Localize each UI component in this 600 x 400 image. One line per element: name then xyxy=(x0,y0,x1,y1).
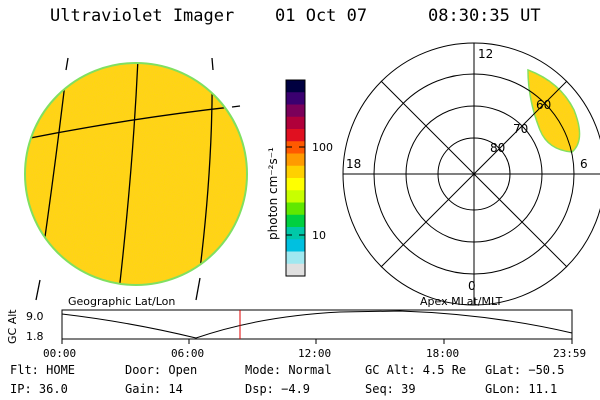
status-dsp: Dsp: −4.9 xyxy=(245,382,311,396)
colorbar-band xyxy=(286,190,305,204)
longitude-line xyxy=(117,64,139,284)
colorbar: 100 10 photon cm⁻²s⁻¹ xyxy=(266,79,333,277)
colorbar-band xyxy=(286,116,305,130)
status-glat: GLat: −50.5 xyxy=(485,363,565,377)
altitude-ticks xyxy=(61,339,573,344)
time-tick-0600: 06:00 xyxy=(171,347,205,360)
mlt-meridian xyxy=(380,80,568,268)
colorbar-band xyxy=(286,214,305,228)
latitude-line xyxy=(26,105,241,141)
colorbar-band xyxy=(286,251,305,265)
polar-panel-title: Apex MLat/MLT xyxy=(420,295,503,308)
status-flt: Flt: HOME xyxy=(10,363,76,377)
colorbar-band xyxy=(286,141,305,155)
status-door: Door: Open xyxy=(125,363,198,377)
altitude-axis-label: GC Alt xyxy=(6,309,19,344)
colorbar-gradient xyxy=(286,80,305,277)
status-gain: Gain: 14 xyxy=(125,382,183,396)
status-glon: GLon: 11.1 xyxy=(485,382,558,396)
colorbar-band xyxy=(286,129,305,142)
status-gc-alt: GC Alt: 4.5 Re xyxy=(365,363,467,377)
observation-date: 01 Oct 07 xyxy=(275,6,368,26)
time-tick-1200: 12:00 xyxy=(298,347,332,360)
colorbar-frame xyxy=(285,79,306,277)
geo-panel-title: Geographic Lat/Lon xyxy=(68,295,175,308)
colorbar-band xyxy=(286,104,305,118)
mlt-label-left: 18 xyxy=(346,157,361,171)
status-mode: Mode: Normal xyxy=(245,363,332,377)
time-tick-2359: 23:59 xyxy=(553,347,587,360)
longitude-line xyxy=(35,279,41,301)
altitude-frame xyxy=(61,309,573,340)
lat-label-70: 70 xyxy=(513,122,528,136)
longitude-line xyxy=(195,277,201,301)
instrument-title: Ultraviolet Imager xyxy=(50,6,235,26)
colorbar-band xyxy=(286,165,305,179)
mlt-label-bottom: 0 xyxy=(468,279,476,293)
time-tick-1800: 18:00 xyxy=(426,347,460,360)
geo-grid-ext xyxy=(35,57,241,301)
observation-time: 08:30:35 UT xyxy=(428,6,541,26)
colorbar-band xyxy=(286,227,305,240)
colorbar-band xyxy=(286,263,305,277)
altitude-plot: GC Alt 9.0 1.8 xyxy=(6,309,573,344)
longitude-line xyxy=(211,57,214,71)
latitude-line xyxy=(231,105,241,108)
colorbar-band xyxy=(286,153,305,167)
polar-grid xyxy=(342,42,600,306)
colorbar-band xyxy=(286,202,305,216)
altitude-curve xyxy=(61,310,573,339)
mlt-label-right: 6 xyxy=(580,157,588,171)
longitude-line xyxy=(65,57,69,71)
colorbar-unit-label: photon cm⁻²s⁻¹ xyxy=(266,147,280,240)
altitude-y-tick: 9.0 xyxy=(26,310,44,323)
colorbar-band xyxy=(286,92,305,106)
lat-label-60: 60 xyxy=(536,98,551,112)
status-seq: Seq: 39 xyxy=(365,382,416,396)
geo-disk xyxy=(24,57,248,301)
colorbar-band xyxy=(286,80,305,93)
colorbar-band xyxy=(286,178,305,191)
altitude-y-tick: 1.8 xyxy=(26,330,44,343)
lat-label-80: 80 xyxy=(490,141,505,155)
time-tick-0000: 00:00 xyxy=(43,347,77,360)
mlt-label-top: 12 xyxy=(478,47,493,61)
aurora-texture xyxy=(528,70,580,152)
colorbar-tick-label: 10 xyxy=(312,229,326,242)
colorbar-tick-label: 100 xyxy=(312,141,333,154)
status-ip: IP: 36.0 xyxy=(10,382,68,396)
colorbar-band xyxy=(286,239,305,253)
polar-plot: 12 18 6 0 60 70 80 xyxy=(342,42,600,306)
